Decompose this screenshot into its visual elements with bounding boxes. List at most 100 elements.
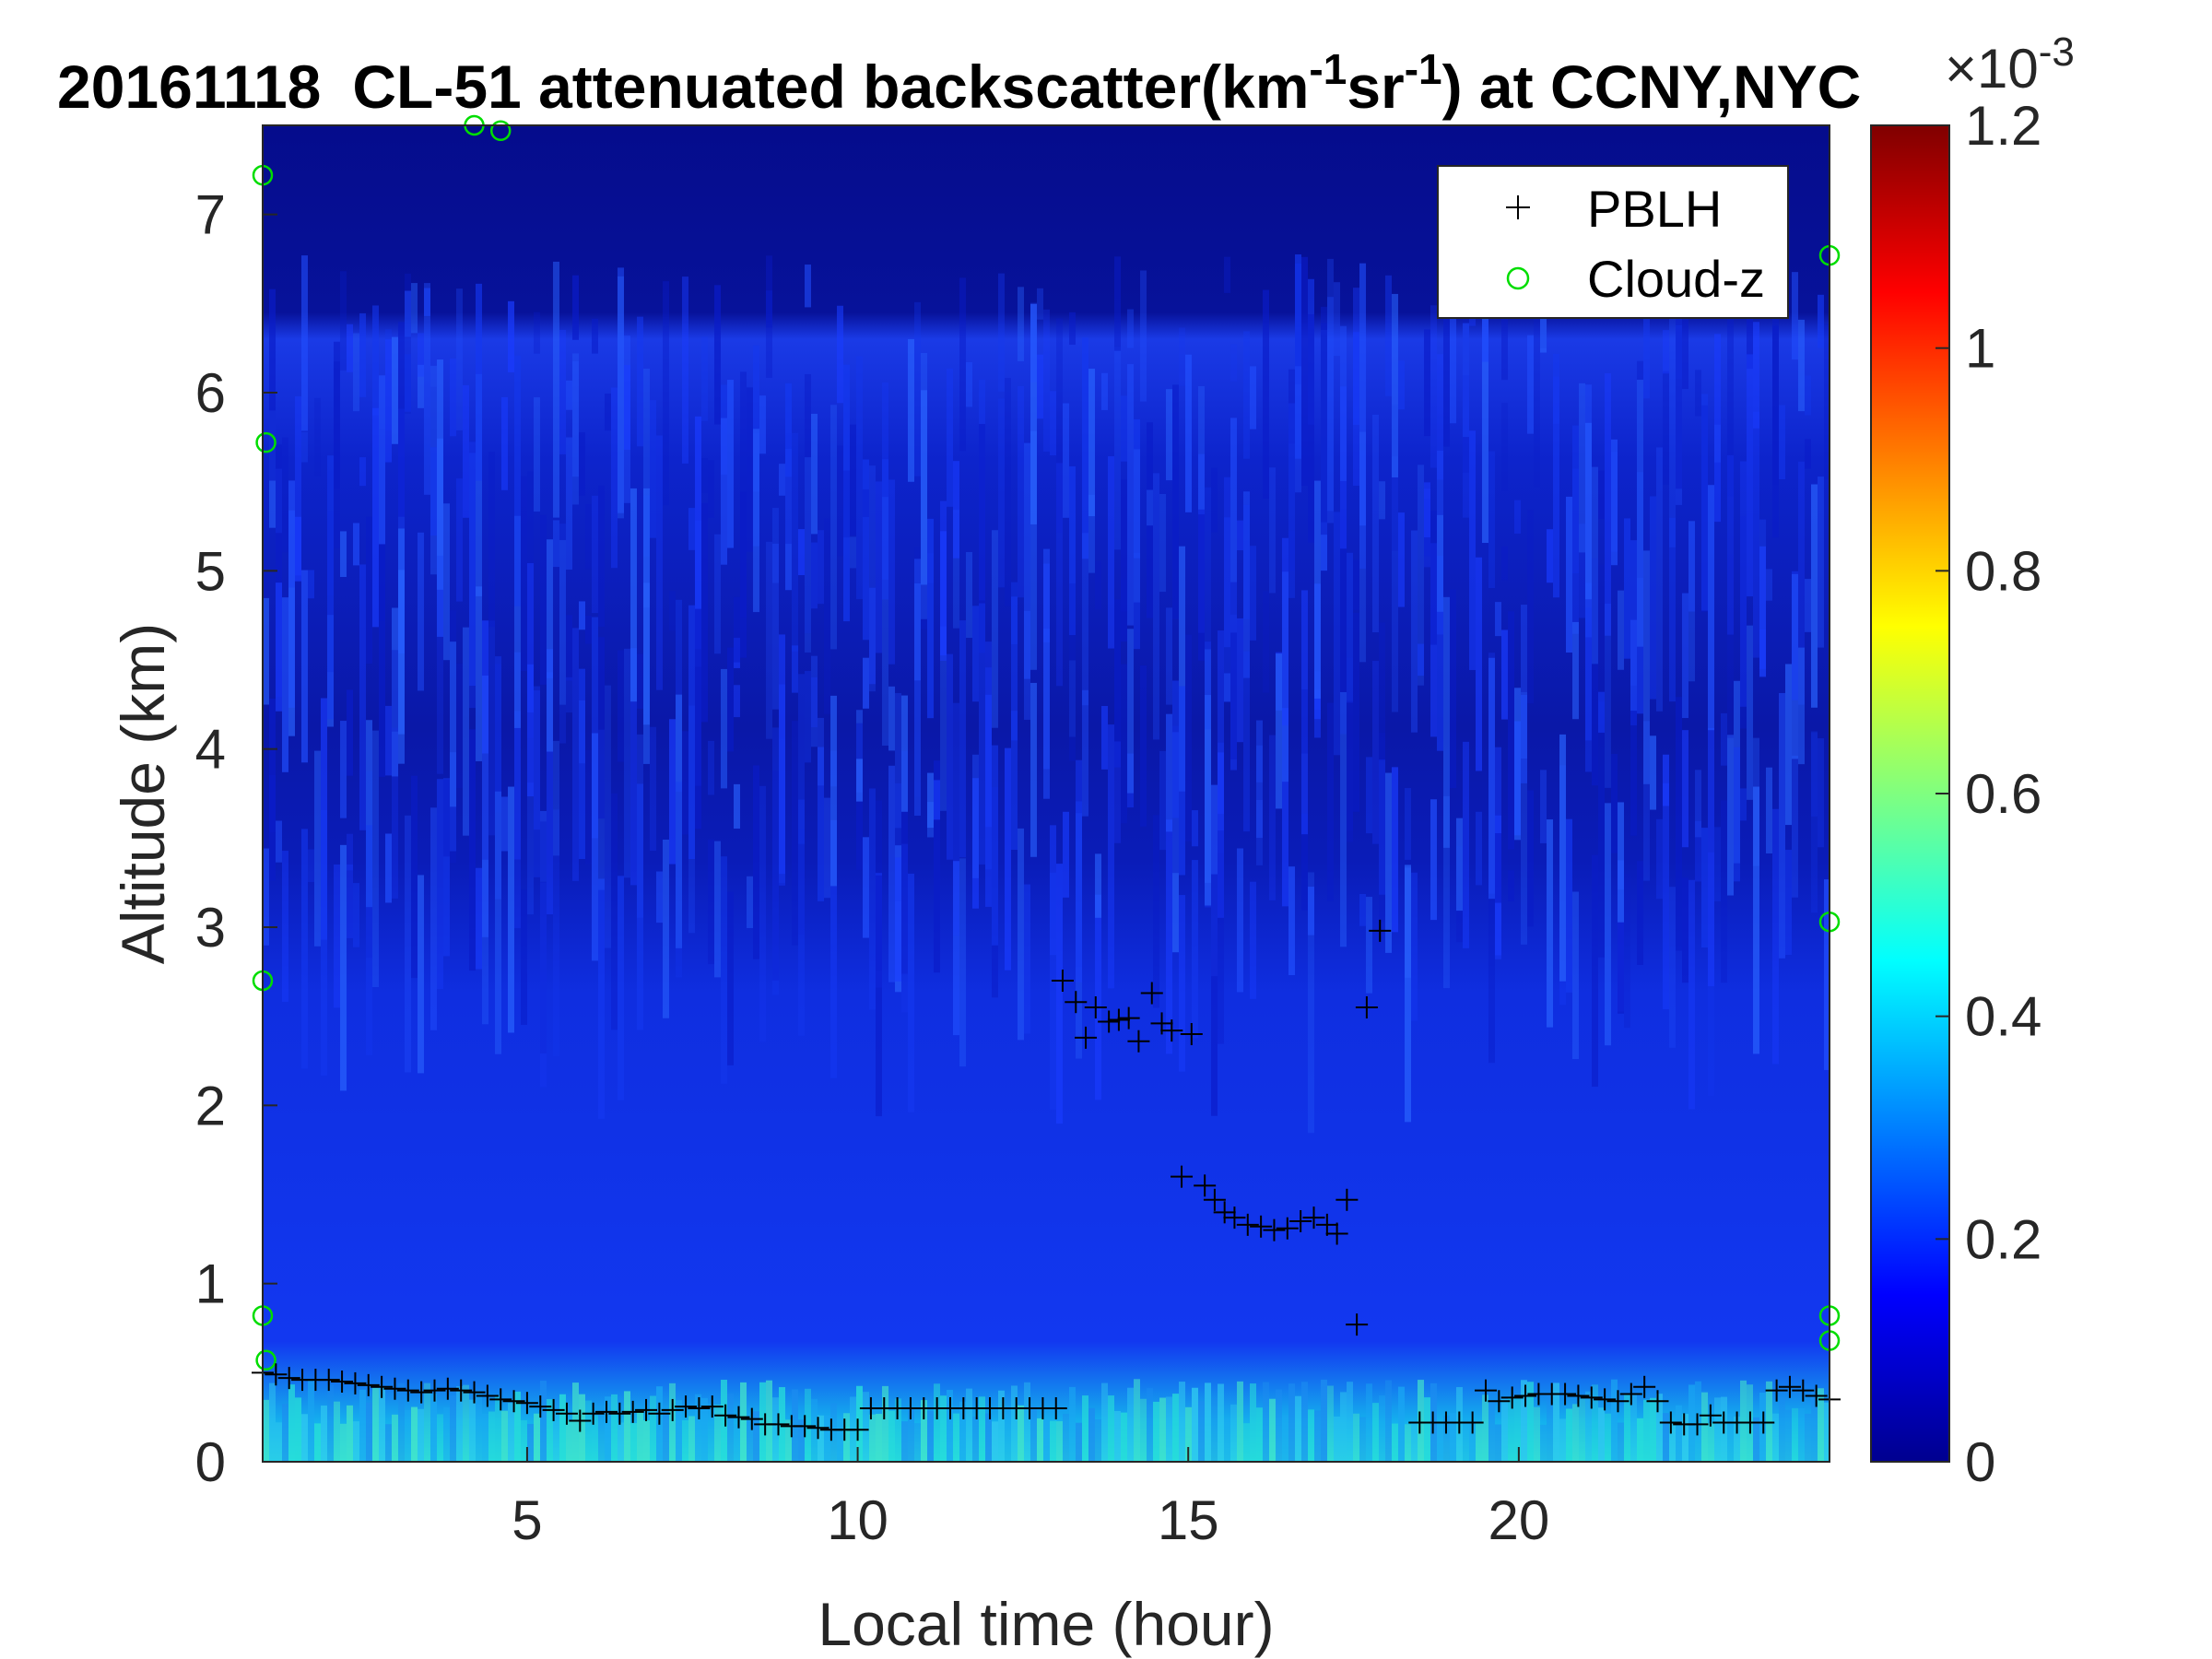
heatmap-streak (1727, 735, 1734, 896)
pblh-point (1171, 1165, 1194, 1188)
heatmap-streak (1056, 864, 1063, 1124)
heatmap-streak (1398, 512, 1405, 607)
heatmap-ground-cell (353, 1421, 359, 1462)
heatmap-ground-cell (650, 1395, 656, 1462)
heatmap-streak (340, 271, 347, 371)
heatmap-streak (1392, 404, 1398, 551)
heatmap-streak (1463, 375, 1469, 518)
heatmap-streak (1069, 583, 1076, 761)
heatmap-streak (1495, 602, 1501, 637)
heatmap-ground-cell (979, 1396, 985, 1462)
heatmap-streak (1495, 832, 1501, 903)
heatmap-streak (359, 457, 366, 487)
heatmap-streak (1301, 813, 1308, 911)
heatmap-ground-cell (1037, 1418, 1043, 1462)
colorbar-tick-label: 0.6 (1965, 763, 2041, 825)
heatmap-ground-cell (714, 1405, 721, 1462)
heatmap-streak (1082, 689, 1088, 817)
heatmap-streak (1585, 582, 1592, 741)
heatmap-ground-cell (1437, 1423, 1443, 1462)
heatmap-streak (1785, 664, 1792, 826)
pblh-point (1461, 1411, 1484, 1434)
heatmap-ground-cell (1237, 1381, 1243, 1462)
heatmap-ground-cell (888, 1410, 895, 1462)
heatmap-streak (301, 829, 308, 1069)
heatmap-streak (1224, 673, 1230, 701)
heatmap-streak (766, 290, 772, 328)
heatmap-streak (1179, 895, 1185, 1072)
heatmap-streak (1624, 874, 1630, 1029)
heatmap-ground-cell (734, 1424, 740, 1462)
heatmap-streak (1508, 870, 1514, 901)
heatmap-streak (508, 786, 514, 1033)
heatmap-streak (347, 865, 353, 938)
heatmap-streak (1521, 605, 1527, 759)
heatmap-streak (1792, 755, 1798, 898)
heatmap-streak (747, 387, 753, 552)
heatmap-streak (282, 597, 288, 772)
heatmap-streak (695, 520, 701, 667)
heatmap-streak (824, 797, 830, 899)
heatmap-streak (1224, 517, 1230, 703)
heatmap-ground-cell (1521, 1380, 1527, 1462)
heatmap-streak (540, 821, 547, 1053)
heatmap-streak (1030, 302, 1037, 382)
colorbar-ticks: 0 0.2 0.4 0.6 0.8 1 1.2 (1936, 95, 2041, 1493)
heatmap-streak (772, 727, 779, 995)
heatmap-ground-cell (359, 1389, 366, 1462)
heatmap-streak (972, 754, 979, 878)
heatmap-ground-cell (1340, 1392, 1347, 1462)
heatmap-streak (527, 782, 534, 915)
heatmap-streak (1359, 263, 1366, 526)
heatmap-streak (1295, 254, 1301, 459)
heatmap-streak (1359, 893, 1366, 926)
heatmap-streak (418, 364, 424, 408)
heatmap-streak (488, 620, 495, 836)
heatmap-streak (1488, 878, 1495, 1064)
heatmap-ground-cell (534, 1413, 540, 1462)
heatmap-streak (1398, 360, 1405, 410)
heatmap-streak (1443, 596, 1450, 848)
heatmap-streak (1688, 521, 1695, 612)
heatmap-streak (1663, 330, 1669, 374)
pblh-point (1554, 1382, 1577, 1406)
pblh-point (1263, 1218, 1286, 1241)
heatmap-streak (592, 617, 598, 839)
heatmap-streak (1779, 692, 1785, 959)
heatmap-streak (753, 765, 759, 959)
heatmap-ground-cell (721, 1380, 727, 1462)
heatmap-ground-cell (1063, 1413, 1069, 1462)
heatmap-streak (1359, 450, 1366, 569)
heatmap-streak (1798, 647, 1805, 765)
y-tick-label: 7 (195, 184, 226, 246)
heatmap-streak (727, 891, 734, 1065)
heatmap-streak (1540, 770, 1547, 843)
heatmap-streak (269, 288, 276, 481)
heatmap-streak (650, 726, 656, 852)
heatmap-ground-cell (1398, 1386, 1405, 1462)
heatmap-streak (501, 796, 508, 852)
pblh-point (1051, 970, 1074, 992)
heatmap-streak (863, 657, 869, 709)
heatmap-ground-cell (1527, 1382, 1534, 1462)
heatmap-ground-cell (766, 1380, 772, 1462)
heatmap-streak (476, 373, 482, 596)
heatmap-streak (830, 405, 837, 650)
heatmap-streak (1792, 573, 1798, 759)
heatmap-ground-cell (1088, 1407, 1095, 1462)
heatmap-streak (1488, 657, 1495, 900)
heatmap-streak (721, 418, 727, 565)
heatmap-ground-cell (1205, 1382, 1211, 1462)
pblh-point (1335, 1188, 1359, 1211)
heatmap-streak (1572, 621, 1579, 720)
heatmap-ground-cell (450, 1395, 456, 1462)
heatmap-ground-cell (1688, 1384, 1695, 1462)
heatmap-streak (1347, 657, 1353, 831)
heatmap-streak (521, 889, 527, 1025)
heatmap-ground-cell (837, 1418, 843, 1462)
heatmap-streak (1663, 754, 1669, 806)
heatmap-streak (682, 276, 688, 464)
pblh-point (423, 1379, 446, 1402)
heatmap-ground-cell (856, 1385, 863, 1462)
